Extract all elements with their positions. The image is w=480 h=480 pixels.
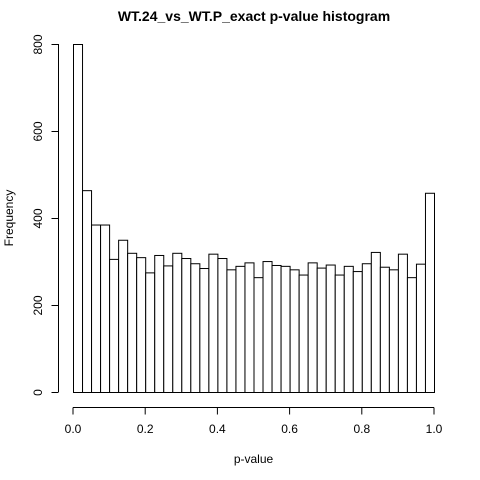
histogram-bar [380, 267, 389, 392]
y-tick-label: 200 [31, 295, 45, 315]
chart-title: WT.24_vs_WT.P_exact p-value histogram [118, 8, 390, 24]
histogram-bar [371, 252, 380, 392]
histogram-bar [137, 258, 146, 393]
histogram-bar [317, 268, 326, 392]
histogram-bar [173, 253, 182, 392]
histogram-bar [74, 45, 83, 393]
histogram-bar [398, 254, 407, 392]
x-tick-label: 0.8 [353, 422, 370, 436]
histogram-bar [101, 225, 110, 392]
histogram-bar [119, 240, 128, 392]
x-tick-label: 0.2 [137, 422, 154, 436]
histogram-bar [209, 254, 218, 392]
histogram-bar [164, 266, 173, 393]
histogram-bar [155, 255, 164, 392]
histogram-bar [83, 191, 92, 393]
histogram-bar [416, 264, 425, 392]
histogram-bar [389, 270, 398, 393]
histogram-bar [128, 253, 137, 392]
histogram-bar [146, 273, 155, 393]
histogram-bar [110, 259, 119, 392]
histogram-bar [191, 264, 200, 393]
histogram-bar [353, 272, 362, 393]
y-tick-label: 0 [31, 389, 45, 396]
histogram-bar [326, 265, 335, 392]
y-tick-label: 800 [31, 34, 45, 54]
histogram-bar [407, 278, 416, 393]
histogram-bar [299, 275, 308, 392]
x-tick-label: 0.0 [65, 422, 82, 436]
histogram-bar [281, 266, 290, 392]
histogram-bar [218, 259, 227, 393]
histogram-bar [263, 262, 272, 393]
histogram-bar [290, 270, 299, 393]
x-tick-label: 1.0 [426, 422, 443, 436]
x-tick-label: 0.4 [209, 422, 226, 436]
histogram-bar [236, 266, 245, 392]
histogram-bar [92, 225, 101, 392]
y-tick-label: 400 [31, 208, 45, 228]
y-axis-label: Frequency [2, 190, 16, 247]
histogram-bar [245, 263, 254, 393]
histogram-bar [182, 259, 191, 393]
histogram-bar [308, 263, 317, 393]
histogram-bar [272, 265, 281, 392]
y-tick-label: 600 [31, 121, 45, 141]
histogram-bar [425, 193, 434, 392]
histogram-bar [200, 269, 209, 393]
histogram-bar [344, 266, 353, 392]
histogram-bar [362, 264, 371, 393]
histogram-bar [227, 270, 236, 393]
histogram-bar [254, 278, 263, 393]
x-tick-label: 0.6 [281, 422, 298, 436]
histogram-bar [335, 275, 344, 392]
x-axis-label: p-value [234, 452, 274, 466]
